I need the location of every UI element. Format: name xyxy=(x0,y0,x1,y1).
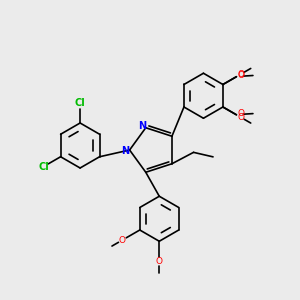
Text: O: O xyxy=(238,71,245,80)
Text: O: O xyxy=(237,70,244,79)
Text: Cl: Cl xyxy=(75,98,86,108)
Text: O: O xyxy=(156,257,163,266)
Text: O: O xyxy=(118,236,125,245)
Text: N: N xyxy=(138,121,146,131)
Text: N: N xyxy=(121,146,130,157)
Text: Cl: Cl xyxy=(38,162,49,172)
Text: O: O xyxy=(237,113,244,122)
Text: O: O xyxy=(238,110,245,118)
